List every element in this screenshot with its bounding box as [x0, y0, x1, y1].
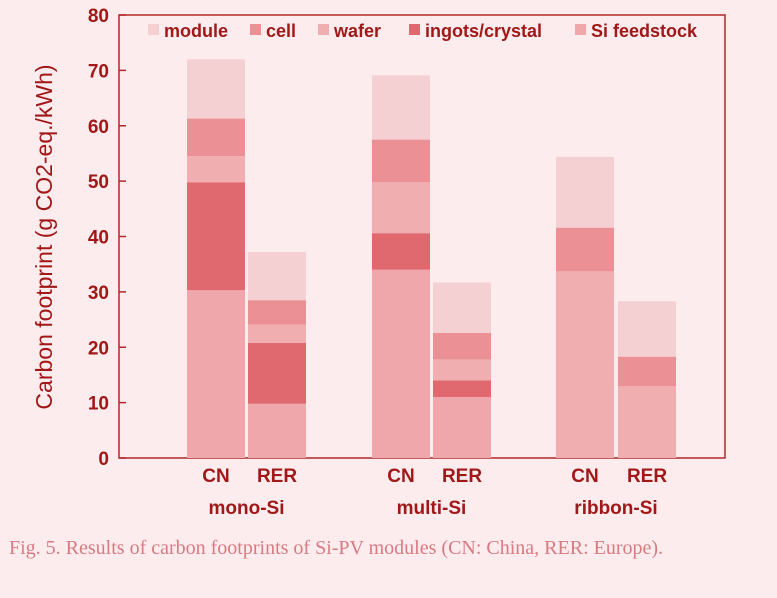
- legend-label: wafer: [333, 21, 381, 41]
- y-tick-label: 50: [88, 172, 109, 193]
- legend-swatch: [575, 24, 586, 35]
- bar-segment-module: [372, 75, 430, 140]
- x-category-label: RER: [442, 466, 482, 487]
- y-axis-ticks: 0 10 20 30 40 50 60 70 80: [88, 6, 126, 470]
- x-category-label: CN: [387, 466, 414, 487]
- x-category-label: RER: [627, 466, 667, 487]
- legend-label: Si feedstock: [591, 21, 698, 41]
- legend-label: module: [164, 21, 228, 41]
- bar-segment-module: [618, 301, 676, 357]
- bar-segment-cell: [433, 332, 491, 360]
- bar-segment-wafer: [433, 359, 491, 381]
- bar-segment-ingots-crystal: [372, 233, 430, 270]
- bar-segment-wafer: [372, 182, 430, 234]
- y-tick-label: 10: [88, 394, 109, 415]
- bar-segment-cell: [372, 139, 430, 183]
- y-tick-label: 80: [88, 6, 109, 27]
- bar-segment-si-feedstock: [248, 403, 306, 458]
- y-axis-label: Carbon footprint (g CO2-eq./kWh): [31, 64, 57, 409]
- bar-segment-wafer: [618, 386, 676, 458]
- bar-segment-wafer: [556, 271, 614, 458]
- y-tick-label: 20: [88, 338, 109, 359]
- x-category-label: CN: [202, 466, 229, 487]
- x-axis-labels: CN RER CN RER CN RER mono-Si multi-Si ribbon-Si: [202, 466, 667, 519]
- y-tick-label: 70: [88, 61, 109, 82]
- bar-segment-cell: [187, 118, 245, 157]
- legend-swatch: [318, 24, 329, 35]
- bar-segment-ingots-crystal: [248, 342, 306, 404]
- legend-swatch: [409, 24, 420, 35]
- legend-label: cell: [266, 21, 296, 41]
- x-category-label: CN: [571, 466, 598, 487]
- bar-segment-si-feedstock: [433, 397, 491, 458]
- y-tick-label: 60: [88, 117, 109, 138]
- bar-segment-module: [248, 252, 306, 301]
- y-tick-label: 0: [98, 449, 109, 470]
- bar-segment-ingots-crystal: [187, 182, 245, 291]
- bar-segment-cell: [618, 356, 676, 387]
- x-group-label: multi-Si: [397, 498, 467, 519]
- bar-segment-wafer: [187, 156, 245, 183]
- bar-segment-module: [556, 156, 614, 228]
- y-tick-label: 40: [88, 228, 109, 249]
- bar-segment-si-feedstock: [372, 269, 430, 458]
- x-category-label: RER: [257, 466, 297, 487]
- x-group-label: ribbon-Si: [574, 498, 657, 519]
- bar-segment-cell: [556, 227, 614, 272]
- figure-caption: Fig. 5. Results of carbon footprints of …: [9, 537, 664, 559]
- bar-segment-module: [187, 59, 245, 119]
- bar-segment-module: [433, 282, 491, 333]
- bar-segment-cell: [248, 300, 306, 325]
- legend-swatch: [148, 24, 159, 35]
- bar-segment-wafer: [248, 324, 306, 343]
- legend-swatch: [250, 24, 261, 35]
- stacked-bar-chart: 0 10 20 30 40 50 60 70 80 Carbon footprint (g CO…: [31, 6, 726, 519]
- bar-segment-si-feedstock: [187, 290, 245, 458]
- y-tick-label: 30: [88, 283, 109, 304]
- legend-label: ingots/crystal: [425, 21, 542, 41]
- x-group-label: mono-Si: [209, 498, 285, 519]
- bar-segment-ingots-crystal: [433, 380, 491, 398]
- legend: module cell wafer ingots/crystal Si feedstoc…: [148, 21, 698, 41]
- bars: [187, 59, 676, 458]
